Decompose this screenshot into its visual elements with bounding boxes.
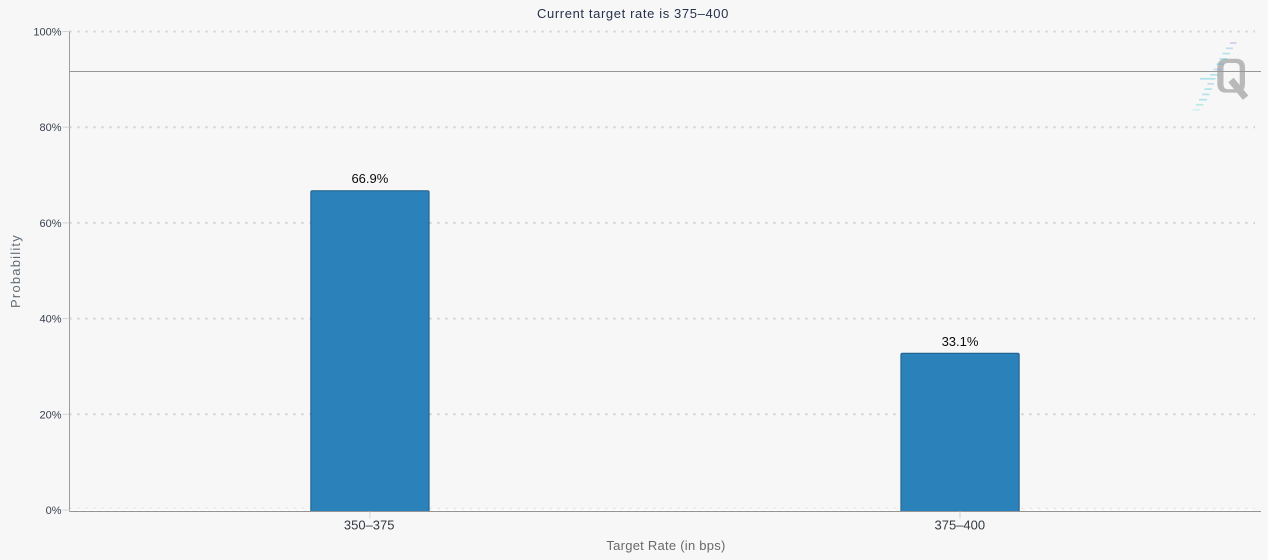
svg-text:60%: 60% — [39, 218, 61, 230]
svg-text:Current target rate is 375–400: Current target rate is 375–400 — [537, 6, 729, 21]
svg-text:350–375: 350–375 — [344, 518, 395, 533]
svg-text:66.9%: 66.9% — [351, 171, 388, 186]
svg-text:Target Rate (in bps): Target Rate (in bps) — [606, 538, 725, 553]
svg-text:20%: 20% — [39, 409, 61, 421]
svg-text:80%: 80% — [39, 122, 61, 134]
svg-text:375–400: 375–400 — [934, 518, 985, 533]
svg-text:40%: 40% — [39, 314, 61, 326]
svg-text:33.1%: 33.1% — [942, 334, 979, 349]
svg-text:100%: 100% — [33, 27, 61, 39]
svg-text:0%: 0% — [46, 505, 62, 517]
svg-text:Probability: Probability — [8, 234, 23, 308]
